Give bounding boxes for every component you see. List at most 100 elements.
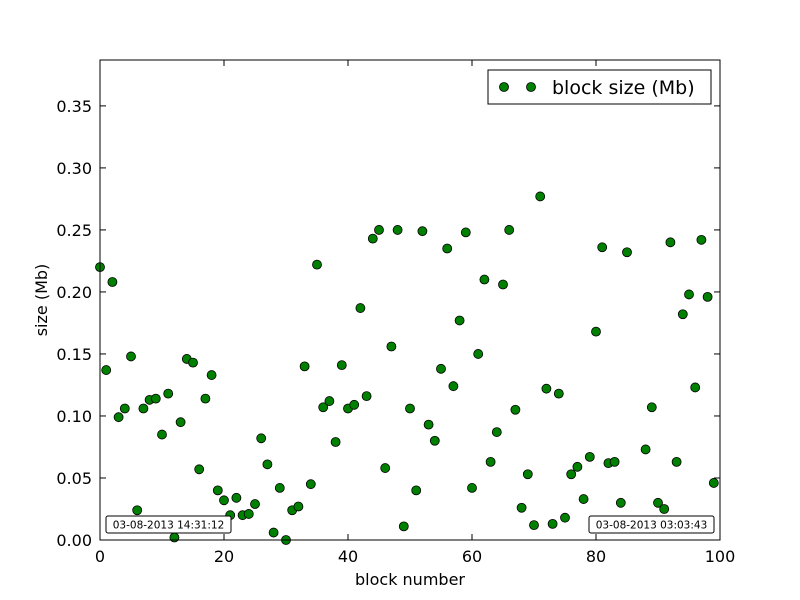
data-point	[305, 479, 316, 490]
legend: block size (Mb)	[487, 69, 712, 105]
data-point	[188, 357, 198, 368]
y-tick-label: 0.30	[56, 159, 92, 178]
data-point	[380, 463, 391, 473]
data-point	[646, 402, 657, 413]
data-point	[584, 451, 595, 462]
data-point	[473, 349, 484, 359]
data-point	[219, 495, 229, 506]
data-point	[293, 501, 304, 512]
data-point	[206, 370, 217, 380]
legend-marker	[499, 82, 509, 92]
data-point	[541, 383, 552, 394]
data-point	[336, 360, 347, 371]
timestamp-annotation-left: 03-08-2013 14:31:12	[105, 515, 232, 534]
y-tick-label: 0.05	[56, 469, 92, 488]
data-point	[101, 365, 112, 375]
data-point	[250, 499, 260, 509]
annotation-text: 03-08-2013 14:31:12	[113, 520, 225, 532]
data-point	[150, 393, 161, 404]
data-point	[529, 520, 539, 531]
legend-marker	[526, 82, 536, 92]
data-point	[665, 237, 676, 248]
data-point	[615, 497, 626, 508]
data-point	[374, 225, 384, 235]
x-tick-label: 40	[338, 547, 358, 566]
data-point	[386, 341, 397, 352]
data-point	[349, 399, 360, 410]
data-point	[485, 456, 496, 467]
x-tick-label: 100	[705, 547, 736, 566]
x-tick-label: 20	[214, 547, 234, 566]
y-tick-label: 0.25	[56, 221, 92, 240]
data-point	[318, 402, 329, 413]
data-point	[547, 518, 558, 529]
data-point	[126, 351, 136, 362]
timestamp-annotation-right: 03-08-2013 03:03:43	[588, 515, 715, 534]
data-point	[212, 485, 223, 496]
data-point	[107, 277, 118, 287]
y-tick-label: 0.35	[56, 97, 92, 116]
data-point	[194, 464, 205, 475]
y-tick-label: 0.10	[56, 407, 92, 426]
data-point	[367, 233, 378, 244]
x-axis-label: block number	[355, 570, 465, 589]
annotation-box	[105, 515, 232, 534]
data-point	[157, 429, 167, 440]
data-point	[138, 403, 149, 414]
data-point	[498, 279, 508, 290]
legend-box	[487, 69, 712, 105]
data-point	[119, 403, 130, 414]
data-point	[560, 512, 570, 523]
data-point	[684, 289, 694, 300]
data-point	[702, 291, 713, 302]
data-point	[231, 492, 242, 503]
data-point	[454, 315, 465, 326]
data-point	[479, 274, 490, 285]
data-point	[460, 227, 471, 238]
data-point	[659, 504, 670, 514]
legend-label: block size (Mb)	[552, 77, 695, 99]
data-point	[355, 303, 366, 313]
data-point	[535, 191, 546, 202]
data-point	[417, 226, 428, 237]
data-point	[516, 502, 527, 513]
data-points	[95, 191, 719, 545]
data-point	[653, 497, 663, 508]
x-tick-label: 80	[586, 547, 606, 566]
data-point	[597, 242, 608, 253]
data-point	[553, 388, 564, 399]
data-point	[572, 461, 583, 472]
annotation-box	[588, 515, 715, 534]
data-point	[200, 393, 211, 404]
data-point	[113, 412, 124, 423]
data-point	[405, 403, 415, 414]
plot-area	[100, 60, 720, 540]
data-point	[423, 419, 434, 430]
data-point	[330, 437, 341, 447]
data-point	[163, 388, 174, 399]
data-point	[169, 532, 180, 543]
plot-frame	[99, 59, 721, 541]
data-point	[429, 435, 440, 446]
y-axis-label: size (Mb)	[32, 264, 51, 337]
axis-ticks: 0 20 40 60 80 100 0.00 0.05 0.10 0.15 0.20 0.25 0.30…	[56, 60, 735, 566]
data-point	[132, 505, 143, 516]
data-point	[243, 509, 254, 519]
data-point	[510, 404, 521, 415]
data-point	[392, 225, 403, 235]
data-point	[640, 444, 651, 455]
data-point	[708, 478, 719, 488]
data-point	[690, 382, 701, 393]
annotation-text: 03-08-2013 03:03:43	[596, 520, 708, 532]
data-point	[677, 309, 688, 320]
y-tick-label: 0.15	[56, 345, 92, 364]
data-point	[696, 234, 707, 245]
data-point	[324, 396, 335, 406]
data-point	[467, 483, 477, 493]
data-point	[262, 459, 273, 470]
data-point	[491, 427, 502, 437]
data-point	[566, 469, 577, 480]
x-tick-label: 60	[462, 547, 482, 566]
data-point	[361, 391, 372, 402]
